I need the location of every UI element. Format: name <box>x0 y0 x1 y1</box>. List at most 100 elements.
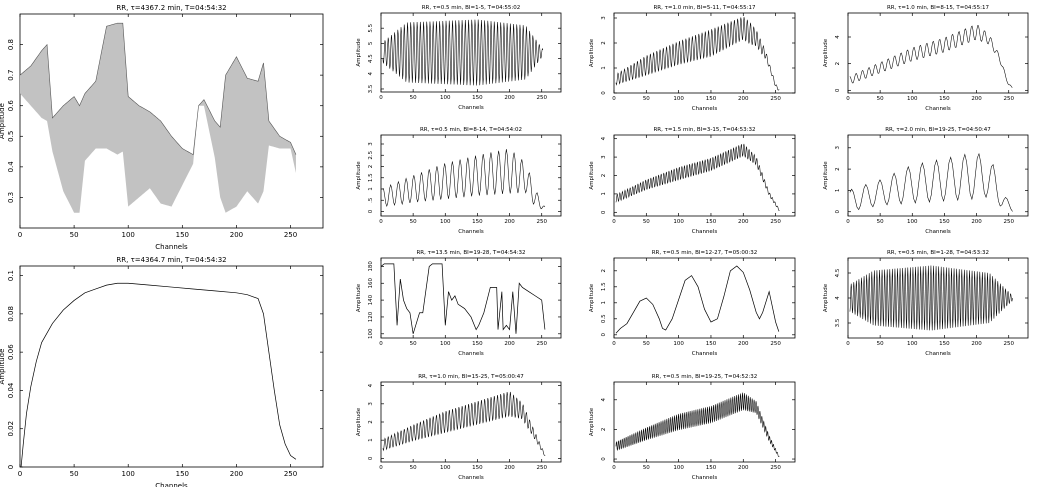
x-tick-label: 150 <box>176 470 189 478</box>
plot-frame <box>19 13 324 229</box>
y-tick-label: 1.5 <box>601 282 607 291</box>
data-band <box>20 23 296 213</box>
chart-title: RR, τ=13.5 min, BI=19-28, T=04:54:32 <box>416 250 525 256</box>
y-tick-label: 0 <box>835 88 841 92</box>
x-tick-label: 200 <box>230 231 243 239</box>
plot-frame <box>847 12 1029 94</box>
x-tick-label: 0 <box>846 219 850 225</box>
y-tick-label: 1 <box>368 187 374 191</box>
y-tick-label: 180 <box>368 261 374 272</box>
x-tick-label: 0 <box>379 95 383 101</box>
y-axis-label: Amplitude <box>0 103 6 139</box>
plot-frame <box>613 134 796 217</box>
x-tick-label: 250 <box>1003 96 1014 102</box>
y-tick-label: 0.1 <box>7 270 15 281</box>
x-tick-label: 50 <box>877 96 884 102</box>
x-tick-label: 50 <box>70 470 79 478</box>
x-tick-label: 50 <box>877 341 884 347</box>
x-tick-label: 150 <box>706 341 717 347</box>
y-tick-label: 0.3 <box>7 192 15 203</box>
data-line <box>20 22 297 156</box>
chart-panel-2: RR, τ=4364.7 min, T=04:54:32 Channels Ampl… <box>0 256 324 490</box>
plot-frame <box>380 12 562 93</box>
y-tick-label: 0.04 <box>7 382 15 398</box>
chart-title: RR, τ=1.5 min, BI=3-15, T=04:53:32 <box>653 127 755 133</box>
y-tick-label: 0 <box>368 209 374 213</box>
x-axis-label: Channels <box>692 475 718 481</box>
chart-title: RR, τ=0.5 min, BI=1-5, T=04:55:02 <box>422 5 521 11</box>
chart-panel-7: RR, τ=1.5 min, BI=3-15, T=04:53:32 Channe… <box>589 127 796 235</box>
y-axis-label: Amplitude <box>823 283 829 312</box>
chart-panel-12: RR, τ=1.0 min, BI=15-25, T=05:00:47 Chann… <box>356 374 562 481</box>
x-tick-label: 150 <box>706 465 717 471</box>
chart-title: RR, τ=1.0 min, BI=15-25, T=05:00:47 <box>418 374 524 380</box>
x-tick-label: 100 <box>122 470 135 478</box>
x-tick-label: 100 <box>673 219 684 225</box>
chart-title: RR, τ=0.5 min, BI=1-28, T=04:53:32 <box>887 250 989 256</box>
x-tick-label: 0 <box>612 341 616 347</box>
y-axis-label: Amplitude <box>589 283 595 312</box>
y-tick-label: 4 <box>601 398 607 402</box>
x-tick-label: 50 <box>410 341 417 347</box>
y-tick-label: 0.5 <box>7 131 15 142</box>
x-tick-label: 0 <box>379 465 383 471</box>
plot-frame <box>380 134 562 217</box>
x-tick-label: 100 <box>440 219 451 225</box>
x-tick-label: 0 <box>379 219 383 225</box>
data-line <box>20 282 297 467</box>
x-tick-label: 0 <box>379 341 383 347</box>
x-tick-label: 150 <box>939 219 950 225</box>
x-tick-label: 0 <box>612 465 616 471</box>
y-tick-label: .5 <box>368 197 374 203</box>
y-axis-label: Amplitude <box>589 161 595 190</box>
y-tick-label: 160 <box>368 278 374 289</box>
y-tick-label: 3 <box>368 402 374 406</box>
plot-frame <box>613 257 796 339</box>
x-tick-label: 200 <box>971 219 982 225</box>
y-tick-label: 0.02 <box>7 421 15 437</box>
x-tick-label: 100 <box>440 341 451 347</box>
x-tick-label: 100 <box>907 341 918 347</box>
y-axis-label: Amplitude <box>823 38 829 67</box>
y-tick-label: 0 <box>601 210 607 214</box>
x-axis-label: Channels <box>458 475 484 481</box>
y-tick-label: 2 <box>601 174 607 178</box>
x-tick-label: 250 <box>284 231 297 239</box>
x-tick-label: 200 <box>738 96 749 102</box>
data-line <box>849 152 1013 212</box>
data-line <box>382 149 546 210</box>
y-tick-label: 0.4 <box>7 161 15 173</box>
plot-frame <box>613 12 796 94</box>
y-tick-label: 3 <box>835 146 841 150</box>
y-tick-label: 0.5 <box>601 314 607 323</box>
chart-title: RR, τ=1.0 min, BI=5-11, T=04:55:17 <box>653 5 756 11</box>
x-tick-label: 150 <box>176 231 189 239</box>
x-tick-label: 250 <box>536 341 547 347</box>
x-tick-label: 100 <box>440 95 451 101</box>
x-tick-label: 0 <box>846 96 850 102</box>
x-tick-label: 250 <box>284 470 297 478</box>
y-axis-label: Amplitude <box>823 161 829 190</box>
y-tick-label: 0.06 <box>7 344 15 360</box>
x-tick-label: 150 <box>472 95 483 101</box>
y-axis-label: Amplitude <box>0 349 6 385</box>
y-tick-label: 2 <box>368 165 374 169</box>
x-tick-label: 150 <box>939 96 950 102</box>
x-tick-label: 250 <box>536 95 547 101</box>
x-tick-label: 50 <box>643 465 650 471</box>
chart-panel-1: RR, τ=4367.2 min, T=04:54:32 Channels Ampl… <box>0 4 324 251</box>
x-tick-label: 0 <box>612 96 616 102</box>
chart-panel-5: RR, τ=1.0 min, BI=8-15, T=04:55:17 Channe… <box>823 5 1029 112</box>
chart-panel-11: RR, τ=0.5 min, BI=1-28, T=04:53:32 Channe… <box>823 250 1029 357</box>
x-axis-label: Channels <box>692 229 718 235</box>
y-axis-label: Amplitude <box>356 161 362 190</box>
chart-title: RR, τ=0.5 min, BI=8-14, T=04:54:02 <box>420 127 522 133</box>
x-tick-label: 50 <box>410 219 417 225</box>
x-tick-label: 150 <box>706 96 717 102</box>
data-line <box>615 265 780 334</box>
x-tick-label: 200 <box>971 341 982 347</box>
plot-frame <box>380 257 562 339</box>
x-tick-label: 200 <box>504 465 515 471</box>
y-tick-label: 5.5 <box>368 23 374 32</box>
chart-title: RR, τ=2.0 min, BI=19-25, T=04:50:47 <box>885 127 991 133</box>
